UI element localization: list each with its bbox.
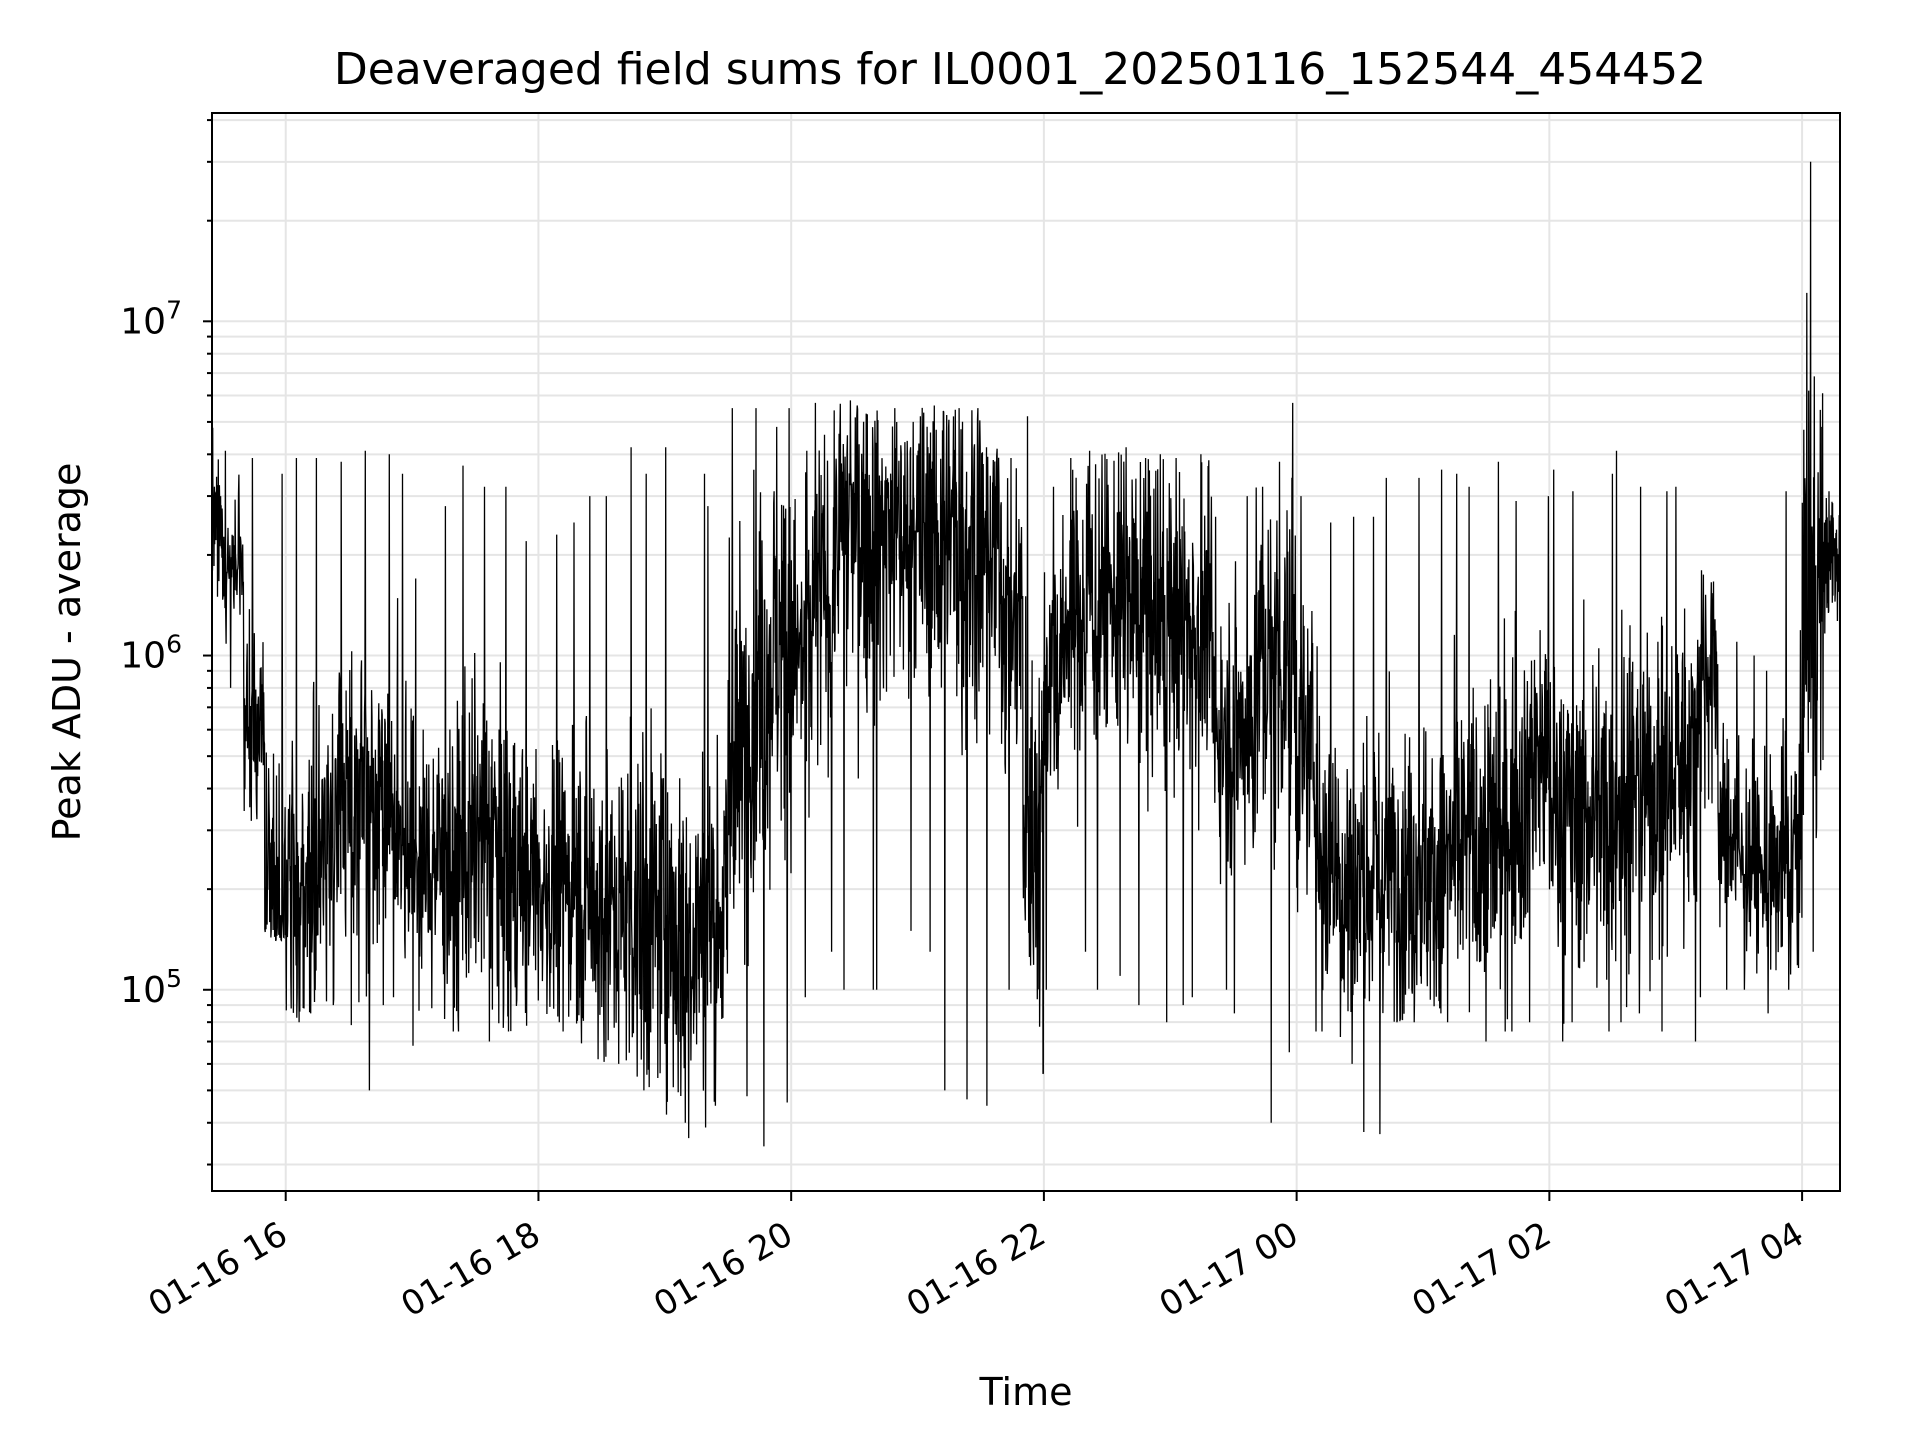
x-axis-label: Time (979, 1370, 1073, 1414)
chart-title: Deaveraged field sums for IL0001_2025011… (334, 44, 1706, 95)
y-axis-label: Peak ADU - average (45, 463, 89, 842)
data-series (211, 161, 1841, 1147)
y-tick-label: 105 (120, 964, 182, 1011)
y-tick-label: 106 (120, 630, 182, 677)
plot-frame (211, 112, 1841, 1192)
y-tick-label: 107 (120, 295, 182, 342)
series-line (211, 161, 1841, 1147)
